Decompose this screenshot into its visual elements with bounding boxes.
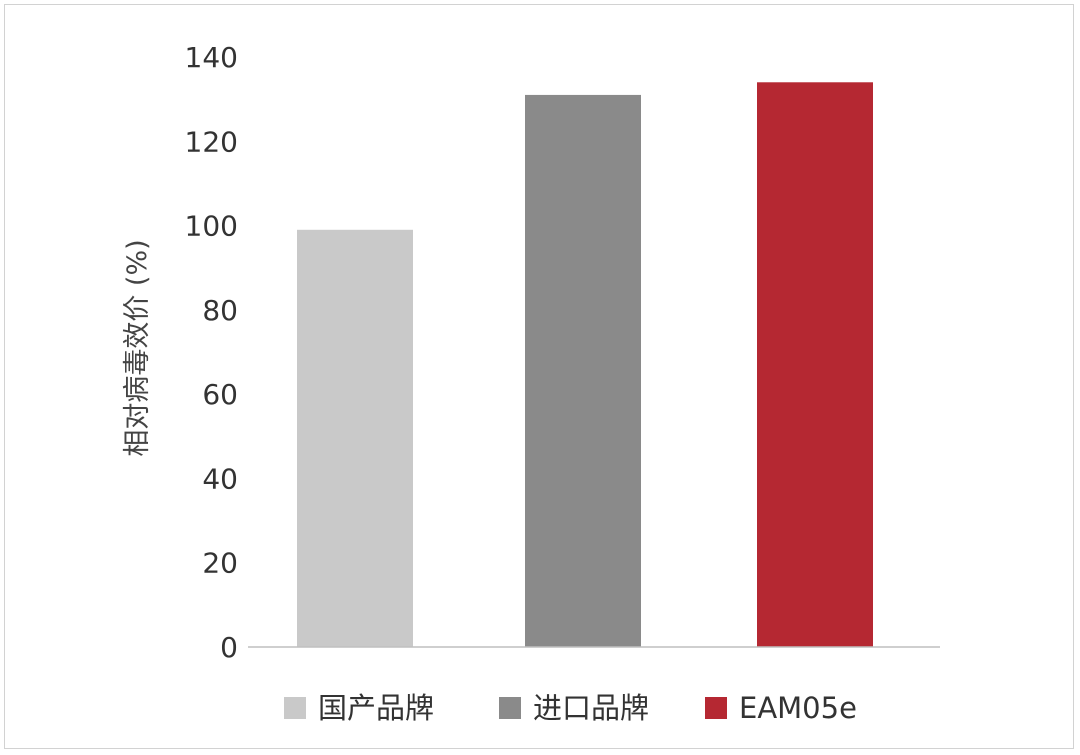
- y-tick-label: 140: [185, 41, 238, 74]
- y-axis-label: 相对病毒效价 (%): [122, 239, 153, 456]
- y-tick-label: 40: [202, 462, 238, 495]
- bar-3: [757, 82, 873, 648]
- y-tick-label: 120: [185, 125, 238, 158]
- bar-1: [297, 229, 413, 648]
- legend-swatch: [284, 697, 306, 719]
- y-tick-label: 60: [202, 378, 238, 411]
- legend-label: EAM05e: [739, 691, 857, 725]
- legend: 国产品牌 进口品牌 EAM05e: [284, 691, 857, 725]
- legend-label: 国产品牌: [318, 691, 434, 725]
- bars: [297, 82, 873, 648]
- y-tick-label: 0: [220, 631, 238, 664]
- bar-2: [525, 94, 641, 647]
- legend-label: 进口品牌: [533, 691, 649, 725]
- y-tick-label: 100: [185, 210, 238, 243]
- y-tick-label: 20: [202, 547, 238, 580]
- legend-swatch: [499, 697, 521, 719]
- y-tick-label: 80: [202, 294, 238, 327]
- y-axis-ticks: 0 20 40 60 80 100 120 140: [185, 41, 238, 664]
- legend-swatch: [705, 697, 727, 719]
